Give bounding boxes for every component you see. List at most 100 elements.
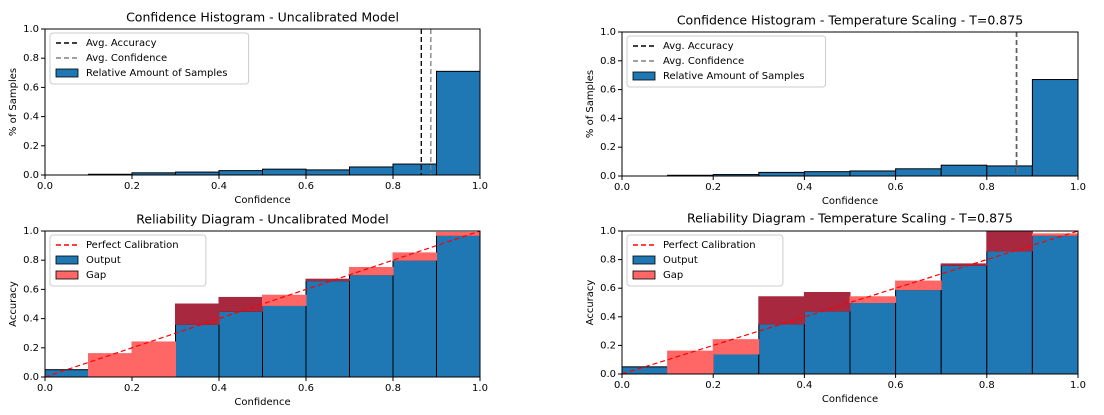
y-tick-label: 0.6 (23, 82, 39, 93)
y-tick-label: 0.0 (23, 372, 39, 383)
bar (849, 170, 897, 177)
subplot: Confidence Histogram - Uncalibrated Mode… (8, 10, 488, 207)
y-axis-label: % of Samples (8, 68, 19, 136)
x-tick-label: 0.6 (888, 182, 904, 193)
bar (44, 369, 89, 378)
y-tick-label: 1.0 (600, 27, 616, 38)
y-tick-label: 0.6 (23, 284, 39, 295)
bar (218, 310, 263, 378)
legend-label: Avg. Confidence (663, 56, 744, 67)
bar (305, 280, 350, 378)
gap-bar (392, 252, 437, 261)
x-tick-label: 0.4 (211, 181, 227, 192)
legend-label: Relative Amount of Samples (663, 71, 805, 82)
x-tick-label: 0.4 (796, 380, 812, 391)
x-axis-label: Confidence (822, 196, 878, 207)
y-tick-label: 0.2 (600, 142, 616, 153)
gap-bar (667, 350, 714, 375)
legend-patch (632, 255, 656, 265)
gap-bar (131, 341, 176, 378)
plot-frame (44, 28, 481, 176)
x-tick-label: 0.2 (705, 380, 721, 391)
x-tick-label: 0.2 (124, 181, 140, 192)
plot-frame (44, 230, 481, 378)
chart-title: Reliability Diagram - Temperature Scalin… (687, 211, 1013, 226)
x-tick-label: 0.2 (124, 383, 140, 394)
bar (1031, 79, 1079, 177)
bar (986, 165, 1033, 177)
y-tick-label: 1.0 (23, 24, 39, 35)
legend-patch (55, 255, 79, 265)
y-tick-label: 0.0 (23, 170, 39, 181)
y-tick-label: 0.0 (600, 171, 616, 182)
y-axis-label: Accuracy (585, 280, 596, 326)
gap-bar (986, 230, 1033, 252)
x-tick-label: 1.0 (472, 383, 488, 394)
bar (262, 168, 307, 176)
legend-box (626, 234, 784, 287)
bar (262, 304, 307, 378)
bar (986, 250, 1033, 375)
gap-bar (305, 278, 350, 282)
x-tick-label: 1.0 (1070, 380, 1086, 391)
legend-label: Avg. Accuracy (663, 41, 734, 52)
x-tick-label: 0.6 (298, 181, 314, 192)
bar (436, 234, 481, 378)
y-tick-label: 0.4 (23, 112, 39, 123)
subplot: Confidence Histogram - Temperature Scali… (585, 13, 1086, 208)
legend-label: Avg. Confidence (86, 53, 167, 64)
gap-bar (218, 296, 263, 312)
legend-patch (55, 270, 79, 280)
bar (803, 171, 851, 177)
y-axis-label: Accuracy (8, 281, 19, 327)
y-tick-label: 0.2 (23, 141, 39, 152)
legend-label: Relative Amount of Samples (86, 68, 228, 79)
y-tick-label: 0.4 (600, 312, 616, 323)
bar (1031, 234, 1079, 375)
y-tick-label: 0.0 (600, 369, 616, 380)
x-tick-label: 0.4 (796, 182, 812, 193)
subplot: Reliability Diagram - Uncalibrated Model… (8, 212, 488, 409)
y-tick-label: 0.8 (23, 53, 39, 64)
bar (895, 289, 942, 375)
perfect-calibration-line (44, 230, 481, 378)
x-tick-label: 0.0 (37, 383, 53, 394)
legend-box (626, 35, 827, 88)
y-tick-label: 0.8 (23, 255, 39, 266)
legend-patch (55, 68, 79, 78)
bar (758, 171, 805, 177)
subplot: Reliability Diagram - Temperature Scalin… (585, 211, 1086, 406)
gap-bar (758, 296, 805, 325)
legend-box (49, 234, 207, 287)
bar (849, 302, 897, 375)
y-tick-label: 0.2 (23, 343, 39, 354)
x-tick-label: 0.8 (979, 380, 995, 391)
y-tick-label: 0.2 (600, 340, 616, 351)
x-tick-label: 1.0 (472, 181, 488, 192)
bar (895, 168, 942, 177)
bar (349, 274, 394, 378)
x-tick-label: 0.0 (614, 182, 630, 193)
y-axis-label: % of Samples (585, 70, 596, 138)
y-tick-label: 0.6 (600, 85, 616, 96)
y-tick-label: 0.8 (600, 255, 616, 266)
x-axis-label: Confidence (234, 397, 290, 408)
legend-label: Avg. Accuracy (86, 38, 157, 49)
gap-bar (175, 303, 220, 325)
gap-bar (803, 291, 851, 312)
legend-label: Output (663, 255, 698, 266)
y-tick-label: 0.6 (600, 283, 616, 294)
x-tick-label: 0.6 (298, 383, 314, 394)
y-tick-label: 0.4 (23, 314, 39, 325)
legend-label: Gap (663, 270, 683, 281)
y-tick-label: 1.0 (23, 226, 39, 237)
legend-label: Perfect Calibration (86, 240, 179, 251)
gap-bar (349, 267, 394, 276)
y-tick-label: 0.4 (600, 113, 616, 124)
bar (175, 323, 220, 378)
gap-bar (895, 280, 942, 291)
bar (392, 259, 437, 378)
legend-patch (632, 270, 656, 280)
x-tick-label: 0.0 (614, 380, 630, 391)
